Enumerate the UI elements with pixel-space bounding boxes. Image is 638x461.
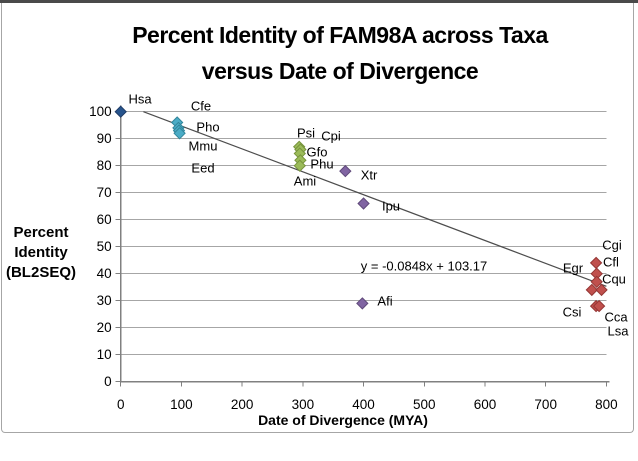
- point-label-Gfo: Gfo: [307, 145, 328, 160]
- point-label-Lsa: Lsa: [608, 324, 630, 339]
- point-label-Ipu: Ipu: [382, 199, 400, 214]
- point-label-Cfe: Cfe: [191, 99, 211, 114]
- y-tick-label-100: 100: [89, 104, 112, 119]
- point-label-Ami: Ami: [294, 174, 317, 189]
- x-tick-label-500: 500: [413, 397, 436, 412]
- y-tick-label-40: 40: [97, 266, 112, 281]
- data-point-Egr: [585, 283, 599, 297]
- y-tick-label-30: 30: [97, 293, 112, 308]
- y-axis-title-line2: Identity: [14, 244, 68, 261]
- data-point-Ipu: [357, 197, 370, 210]
- data-point-Lsa: [592, 299, 606, 313]
- point-label-Afi: Afi: [377, 294, 392, 309]
- point-label-Phu: Phu: [310, 157, 333, 172]
- x-tick-label-400: 400: [352, 397, 375, 412]
- window-top-edge: [0, 0, 638, 3]
- y-tick-label-60: 60: [97, 212, 112, 227]
- y-tick-label-80: 80: [97, 158, 112, 173]
- data-point-Cqu: [590, 275, 603, 289]
- chart-title: Percent Identity of FAM98A across Taxa v…: [60, 17, 620, 89]
- y-axis-title-line3: (BL2SEQ): [5, 264, 76, 281]
- chart-object-frame: [1, 3, 634, 433]
- point-label-Cfl: Cfl: [603, 255, 619, 270]
- x-tick-label-100: 100: [170, 397, 193, 412]
- point-label-Hsa: Hsa: [128, 92, 152, 107]
- y-tick-label-50: 50: [97, 239, 112, 254]
- point-label-Pho: Pho: [196, 120, 219, 135]
- point-label-Cpi: Cpi: [321, 129, 341, 144]
- chart-title-line1: Percent Identity of FAM98A across Taxa: [132, 22, 548, 48]
- point-label-Cqu: Cqu: [602, 272, 626, 287]
- y-tick-label-70: 70: [97, 185, 112, 200]
- x-axis-title: Date of Divergence (MYA): [258, 412, 428, 428]
- data-point-Hsa: [114, 105, 127, 118]
- point-label-Cca: Cca: [604, 310, 628, 325]
- y-axis-title-line1: Percent: [13, 224, 69, 241]
- data-point-Cgi: [589, 256, 603, 270]
- point-label-Xtr: Xtr: [361, 168, 378, 183]
- data-point-Xtr: [339, 164, 352, 178]
- point-label-Psi: Psi: [297, 126, 315, 141]
- x-tick-label-800: 800: [595, 397, 618, 412]
- data-point-Eed: [173, 127, 186, 140]
- data-point-Ami: [293, 159, 307, 172]
- data-point-Afi: [356, 297, 369, 310]
- point-label-Egr: Egr: [563, 261, 584, 276]
- point-label-Mmu: Mmu: [189, 139, 218, 154]
- y-tick-label-10: 10: [97, 347, 112, 362]
- y-axis-title: Percent Identity (BL2SEQ): [0, 223, 82, 283]
- data-point-Cca: [595, 283, 608, 297]
- y-tick-label-20: 20: [97, 320, 112, 335]
- x-tick-label-600: 600: [474, 397, 497, 412]
- trendline-equation: y = -0.0848x + 103.17: [360, 258, 488, 274]
- x-tick-label-700: 700: [534, 397, 557, 412]
- trendline: [143, 111, 607, 287]
- x-tick-label-0: 0: [117, 397, 125, 412]
- point-label-Eed: Eed: [191, 161, 214, 176]
- y-tick-label-90: 90: [97, 131, 112, 146]
- point-label-Cgi: Cgi: [602, 238, 622, 253]
- x-tick-label-200: 200: [231, 397, 254, 412]
- point-label-Csi: Csi: [563, 305, 582, 320]
- x-tick-label-300: 300: [292, 397, 315, 412]
- chart-title-line2: versus Date of Divergence: [201, 58, 479, 84]
- y-tick-label-0: 0: [104, 374, 112, 389]
